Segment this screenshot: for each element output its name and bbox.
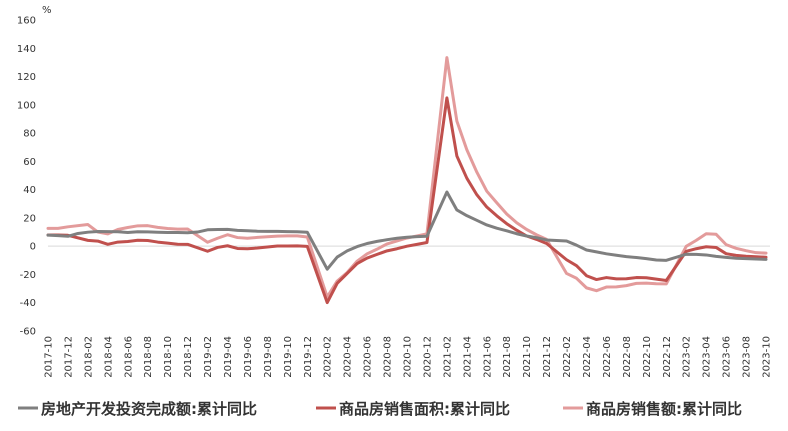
x-tick-label: 2023-04 [702,336,713,378]
legend-item-sales-amount: 商品房销售额:累计同比 [563,400,742,418]
y-tick-label: 120 [17,72,36,83]
x-tick-label: 2021-06 [482,336,493,378]
x-tick-label: 2022-02 [562,336,573,378]
x-tick-label: 2022-12 [662,336,673,378]
y-tick-label: 20 [23,213,36,224]
x-tick-label: 2020-04 [343,336,354,378]
x-tick-label: 2021-08 [502,336,513,378]
x-tick-label: 2020-08 [383,336,394,378]
x-tick-label: 2021-12 [542,336,553,378]
legend-label-investment: 房地产开发投资完成额:累计同比 [41,400,257,418]
legend-item-investment: 房地产开发投资完成额:累计同比 [18,400,257,418]
x-tick-label: 2017-12 [63,336,74,378]
legend-item-sales-area: 商品房销售面积:累计同比 [316,400,510,418]
y-tick-label: -40 [20,298,36,309]
legend-label-sales-area: 商品房销售面积:累计同比 [339,400,510,418]
x-tick-label: 2019-04 [223,336,234,378]
series-line-0 [46,190,768,271]
y-axis: -60 -40 -20 0 20 40 60 80 100 120 140 160 [17,16,36,338]
x-tick-label: 2019-12 [303,336,314,378]
y-tick-label: 160 [17,16,36,27]
x-tick-label: 2023-06 [722,336,733,378]
x-tick-label: 2019-10 [283,336,294,378]
x-tick-label: 2020-06 [363,336,374,378]
x-tick-label: 2018-06 [123,336,134,378]
legend: 房地产开发投资完成额:累计同比 商品房销售面积:累计同比 商品房销售额:累计同比 [18,400,742,418]
x-tick-label: 2019-08 [263,336,274,378]
x-tick-label: 2022-04 [582,336,593,378]
x-tick-label: 2023-02 [682,336,693,378]
x-tick-label: 2018-08 [143,336,154,378]
y-tick-label: -20 [20,270,36,281]
x-tick-label: 2020-10 [403,336,414,378]
x-tick-label: 2020-12 [422,336,433,378]
x-tick-label: 2023-10 [762,336,773,378]
y-tick-label: 100 [17,100,36,111]
x-tick-label: 2021-10 [522,336,533,378]
y-tick-label: 0 [30,242,36,253]
y-tick-label: 140 [17,44,36,55]
y-tick-label: 40 [23,185,36,196]
x-axis: 2017-10 2017-12 2018-02 2018-04 2018-06 2018-… [44,336,773,378]
x-tick-label: 2018-02 [83,336,94,378]
x-tick-label: 2022-08 [622,336,633,378]
y-tick-label: -60 [20,327,36,338]
x-tick-label: 2021-04 [462,336,473,378]
x-tick-label: 2023-08 [742,336,753,378]
x-tick-label: 2022-06 [602,336,613,378]
y-tick-label: 80 [23,129,36,140]
series-line-1 [46,96,768,305]
y-unit-label: % [42,5,52,16]
x-tick-label: 2018-10 [163,336,174,378]
series-layer [46,56,768,305]
x-tick-label: 2020-02 [323,336,334,378]
y-tick-label: 60 [23,157,36,168]
x-tick-label: 2021-02 [442,336,453,378]
x-tick-label: 2022-10 [642,336,653,378]
legend-label-sales-amount: 商品房销售额:累计同比 [586,400,742,418]
x-tick-label: 2018-04 [103,336,114,378]
x-tick-label: 2018-12 [183,336,194,378]
x-tick-label: 2019-02 [203,336,214,378]
x-tick-label: 2019-06 [243,336,254,378]
x-tick-label: 2017-10 [44,336,55,378]
